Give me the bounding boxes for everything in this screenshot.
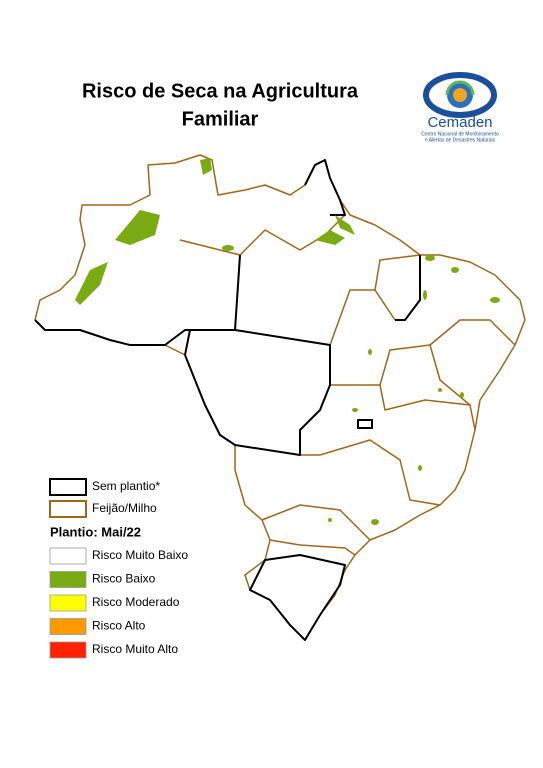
legend-label: Risco Moderado: [92, 595, 180, 609]
legend: Sem plantio* Feijão/Milho Plantio: Mai/22 R…: [49, 478, 188, 659]
class-swatch: [49, 547, 87, 565]
class-swatch: [49, 571, 87, 588]
legend-label: Risco Baixo: [92, 572, 156, 586]
title-line: Risco de Seca na Agricultura: [82, 80, 359, 102]
logo-subtitle: e Alertas de Desastres Naturais: [425, 137, 496, 143]
map: [34, 154, 526, 641]
logo-name: Cemaden: [427, 114, 492, 131]
boundary-swatch: [49, 478, 87, 496]
class-swatch: [49, 641, 87, 659]
legend-label: Risco Muito Alto: [92, 642, 178, 656]
country-outline: [34, 154, 526, 641]
class-swatch: [49, 594, 87, 612]
legend-label: Sem plantio*: [92, 479, 160, 493]
legend-heading: Plantio: Mai/22: [50, 524, 141, 539]
no-planting-borders: [34, 159, 421, 641]
legend-label: Risco Muito Baixo: [92, 548, 188, 562]
title-line: Familiar: [182, 108, 259, 130]
legend-label: Feijão/Milho: [92, 501, 157, 515]
logo: Cemaden Centro Nacional de Monitoramento…: [421, 72, 499, 143]
low-risk-areas: [75, 158, 500, 525]
legend-label: Risco Alto: [92, 619, 146, 633]
class-swatch: [49, 618, 87, 635]
boundary-swatch: [49, 500, 87, 518]
logo-subtitle: Centro Nacional de Monitoramento: [421, 131, 499, 137]
